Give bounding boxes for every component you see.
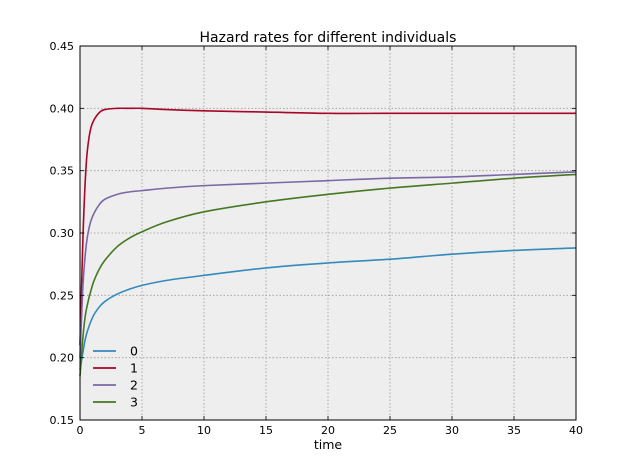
series-line-0 (79, 247, 577, 371)
legend: 0 1 2 3 (93, 344, 138, 410)
x-tick-label: 25 (383, 424, 397, 437)
axis-ticks: 0 5 10 15 20 25 30 35 400.150.200.250.300.350.40… (50, 40, 584, 437)
x-tick-label: 40 (569, 424, 583, 437)
series-line-3 (79, 173, 577, 377)
legend-label-2: 2 (130, 378, 138, 393)
series-lines (79, 107, 577, 377)
x-tick-label: 0 (77, 424, 84, 437)
y-tick-label: 0.45 (50, 40, 75, 53)
x-tick-label: 5 (139, 424, 146, 437)
y-tick-label: 0.30 (50, 227, 75, 240)
x-tick-label: 35 (507, 424, 521, 437)
series-line-1 (79, 107, 576, 346)
chart-title: Hazard rates for different individuals (200, 30, 457, 46)
x-tick-label: 15 (259, 424, 273, 437)
y-tick-label: 0.25 (50, 289, 75, 302)
grid (80, 46, 576, 420)
y-tick-label: 0.35 (50, 165, 75, 178)
legend-label-3: 3 (130, 395, 138, 410)
x-axis-label: time (314, 437, 343, 452)
x-tick-label: 20 (321, 424, 335, 437)
y-tick-label: 0.20 (50, 352, 75, 365)
x-tick-label: 10 (197, 424, 211, 437)
x-tick-label: 30 (445, 424, 459, 437)
series-line-2 (79, 171, 577, 358)
legend-label-0: 0 (130, 344, 138, 359)
legend-label-1: 1 (130, 361, 138, 376)
y-tick-label: 0.40 (50, 102, 75, 115)
y-tick-label: 0.15 (50, 414, 75, 427)
